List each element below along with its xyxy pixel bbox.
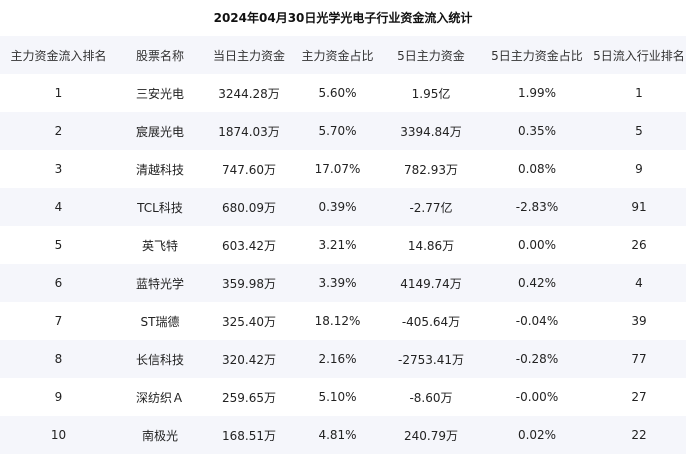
- 5day-industry-rank-cell: 39: [631, 314, 647, 328]
- 5day-industry-rank-cell: 91: [631, 200, 647, 214]
- table-row: 6 蓝特光学 359.98万 3.39% 4149.74万 0.42% 4: [0, 264, 686, 302]
- table-row: 8 长信科技 320.42万 2.16% -2753.41万 -0.28% 77: [0, 340, 686, 378]
- stock-name-cell: 清越科技: [135, 162, 184, 177]
- stock-name-cell: 英飞特: [141, 238, 178, 253]
- 5day-main-fund-cell: -8.60万: [409, 390, 453, 405]
- rank-cell: 2: [54, 124, 63, 138]
- 5day-main-fund-cell: 240.79万: [404, 428, 458, 443]
- main-fund-ratio-cell: 3.21%: [318, 238, 357, 252]
- rank-cell: 3: [54, 162, 63, 176]
- rank-cell: 5: [54, 238, 63, 252]
- 5day-main-fund-cell: 4149.74万: [400, 276, 462, 291]
- 5day-main-fund-cell: -2.77亿: [409, 200, 453, 215]
- table-row: 2 宸展光电 1874.03万 5.70% 3394.84万 0.35% 5: [0, 112, 686, 150]
- 5day-fund-ratio-cell: -0.28%: [515, 352, 559, 366]
- stock-name-cell: 长信科技: [135, 352, 184, 367]
- main-fund-ratio-cell: 3.39%: [318, 276, 357, 290]
- table-row: 4 TCL科技 680.09万 0.39% -2.77亿 -2.83% 91: [0, 188, 686, 226]
- 5day-fund-ratio-cell: 0.02%: [517, 428, 557, 442]
- rank-cell: 8: [54, 352, 63, 366]
- main-fund-ratio-cell: 0.39%: [318, 200, 357, 214]
- daily-main-fund-cell: 3244.28万: [218, 86, 280, 101]
- 5day-industry-rank-cell: 4: [635, 276, 643, 290]
- main-fund-ratio-cell: 5.70%: [318, 124, 357, 138]
- main-fund-ratio-cell: 5.60%: [318, 86, 357, 100]
- rank-cell: 10: [50, 428, 67, 442]
- stock-name-cell: 三安光电: [135, 86, 184, 101]
- table-header-row: 主力资金流入排名 股票名称 当日主力资金 主力资金占比 5日主力资金 5日主力资…: [0, 36, 686, 74]
- 5day-main-fund-cell: 3394.84万: [400, 124, 462, 139]
- 5day-industry-rank-cell: 77: [631, 352, 647, 366]
- stock-name-cell: 南极光: [141, 428, 178, 443]
- 5day-main-fund-cell: 1.95亿: [411, 86, 451, 101]
- stock-name-cell: ST瑞德: [140, 314, 180, 329]
- header-daily-main-fund: 当日主力资金: [212, 48, 285, 63]
- header-rank: 主力资金流入排名: [10, 48, 107, 63]
- 5day-fund-ratio-cell: -2.83%: [515, 200, 559, 214]
- 5day-fund-ratio-cell: 0.35%: [517, 124, 557, 138]
- table-row: 5 英飞特 603.42万 3.21% 14.86万 0.00% 26: [0, 226, 686, 264]
- header-stock-name: 股票名称: [135, 48, 184, 63]
- stock-name-cell: 深纺织Ａ: [135, 390, 184, 405]
- 5day-industry-rank-cell: 27: [631, 390, 647, 404]
- table-row: 1 三安光电 3244.28万 5.60% 1.95亿 1.99% 1: [0, 74, 686, 112]
- 5day-industry-rank-cell: 9: [635, 162, 643, 176]
- rank-cell: 6: [54, 276, 63, 290]
- 5day-main-fund-cell: 782.93万: [404, 162, 458, 177]
- daily-main-fund-cell: 259.65万: [222, 390, 276, 405]
- stock-name-cell: TCL科技: [137, 200, 183, 215]
- 5day-fund-ratio-cell: 1.99%: [517, 86, 557, 100]
- daily-main-fund-cell: 325.40万: [222, 314, 276, 329]
- stock-name-cell: 蓝特光学: [135, 276, 184, 291]
- rank-cell: 1: [54, 86, 63, 100]
- fund-flow-table: 主力资金流入排名 股票名称 当日主力资金 主力资金占比 5日主力资金 5日主力资…: [0, 36, 686, 454]
- header-5day-main-fund: 5日主力资金: [397, 48, 465, 63]
- main-fund-ratio-cell: 5.10%: [318, 390, 357, 404]
- table-row: 9 深纺织Ａ 259.65万 5.10% -8.60万 -0.00% 27: [0, 378, 686, 416]
- stock-name-cell: 宸展光电: [135, 124, 184, 139]
- header-main-fund-ratio: 主力资金占比: [301, 48, 374, 63]
- daily-main-fund-cell: 320.42万: [222, 352, 276, 367]
- main-fund-ratio-cell: 17.07%: [314, 162, 361, 176]
- 5day-main-fund-cell: 14.86万: [407, 238, 455, 253]
- header-5day-industry-rank: 5日流入行业排名: [593, 48, 685, 63]
- rank-cell: 7: [54, 314, 63, 328]
- 5day-fund-ratio-cell: -0.04%: [515, 314, 559, 328]
- page-title: 2024年04月30日光学光电子行业资金流入统计: [213, 11, 473, 25]
- daily-main-fund-cell: 168.51万: [222, 428, 276, 443]
- table-row: 3 清越科技 747.60万 17.07% 782.93万 0.08% 9: [0, 150, 686, 188]
- 5day-fund-ratio-cell: 0.00%: [517, 238, 557, 252]
- 5day-fund-ratio-cell: 0.08%: [517, 162, 557, 176]
- rank-cell: 4: [54, 200, 63, 214]
- daily-main-fund-cell: 680.09万: [222, 200, 276, 215]
- 5day-fund-ratio-cell: 0.42%: [517, 276, 557, 290]
- daily-main-fund-cell: 359.98万: [222, 276, 276, 291]
- 5day-main-fund-cell: -405.64万: [401, 314, 461, 329]
- 5day-industry-rank-cell: 26: [631, 238, 647, 252]
- rank-cell: 9: [54, 390, 63, 404]
- main-fund-ratio-cell: 18.12%: [314, 314, 361, 328]
- main-fund-ratio-cell: 4.81%: [318, 428, 357, 442]
- daily-main-fund-cell: 1874.03万: [218, 124, 280, 139]
- daily-main-fund-cell: 747.60万: [222, 162, 276, 177]
- daily-main-fund-cell: 603.42万: [222, 238, 276, 253]
- main-fund-ratio-cell: 2.16%: [318, 352, 357, 366]
- 5day-fund-ratio-cell: -0.00%: [515, 390, 559, 404]
- 5day-industry-rank-cell: 5: [635, 124, 643, 138]
- 5day-main-fund-cell: -2753.41万: [398, 352, 464, 367]
- header-5day-fund-ratio: 5日主力资金占比: [491, 48, 583, 63]
- 5day-industry-rank-cell: 1: [635, 86, 643, 100]
- table-row: 7 ST瑞德 325.40万 18.12% -405.64万 -0.04% 39: [0, 302, 686, 340]
- table-row: 10 南极光 168.51万 4.81% 240.79万 0.02% 22: [0, 416, 686, 454]
- 5day-industry-rank-cell: 22: [631, 428, 647, 442]
